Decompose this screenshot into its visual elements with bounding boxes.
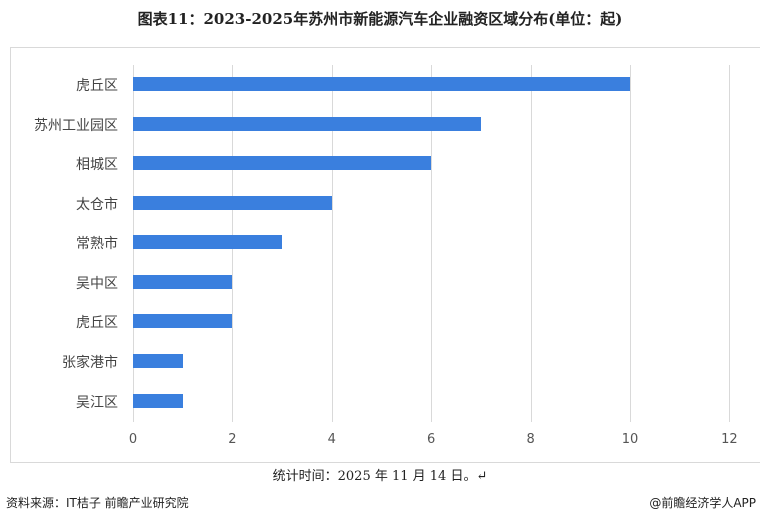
x-tick-label: 2 bbox=[228, 432, 237, 447]
brand-text: @前瞻经济学人APP bbox=[649, 496, 756, 510]
chart-title: 图表11：2023-2025年苏州市新能源汽车企业融资区域分布(单位：起) bbox=[137, 10, 623, 28]
chart-area bbox=[10, 47, 760, 463]
bar bbox=[133, 314, 233, 328]
gridline bbox=[530, 65, 532, 422]
category-label: 太仓市 bbox=[76, 197, 118, 213]
gridline bbox=[431, 65, 433, 422]
source-text: 资料来源：IT桔子 前瞻产业研究院 bbox=[6, 496, 189, 510]
bar bbox=[133, 354, 183, 368]
bar bbox=[133, 117, 481, 131]
category-label: 苏州工业园区 bbox=[34, 118, 118, 134]
x-tick-label: 4 bbox=[327, 432, 336, 447]
category-label: 常熟市 bbox=[76, 236, 118, 252]
gridline bbox=[729, 65, 731, 422]
stat-date-note: 统计时间：2025 年 11 月 14 日。↵ bbox=[272, 469, 488, 484]
x-tick-label: 6 bbox=[427, 432, 436, 447]
bar bbox=[133, 275, 233, 289]
category-label: 虎丘区 bbox=[76, 78, 118, 94]
x-tick-label: 8 bbox=[526, 432, 535, 447]
category-label: 相城区 bbox=[76, 157, 118, 173]
category-label: 吴江区 bbox=[76, 395, 118, 411]
x-tick-label: 0 bbox=[128, 432, 138, 447]
bar bbox=[133, 235, 283, 249]
category-label: 张家港市 bbox=[62, 355, 118, 371]
bar bbox=[133, 196, 332, 210]
bar bbox=[133, 156, 432, 170]
bar bbox=[133, 77, 630, 91]
bar bbox=[133, 394, 183, 408]
category-label: 虎丘区 bbox=[76, 315, 118, 331]
x-tick-label: 10 bbox=[621, 432, 639, 447]
x-tick-label: 12 bbox=[721, 432, 738, 447]
gridline bbox=[630, 65, 631, 422]
gridline bbox=[331, 65, 333, 422]
category-label: 吴中区 bbox=[76, 276, 118, 292]
